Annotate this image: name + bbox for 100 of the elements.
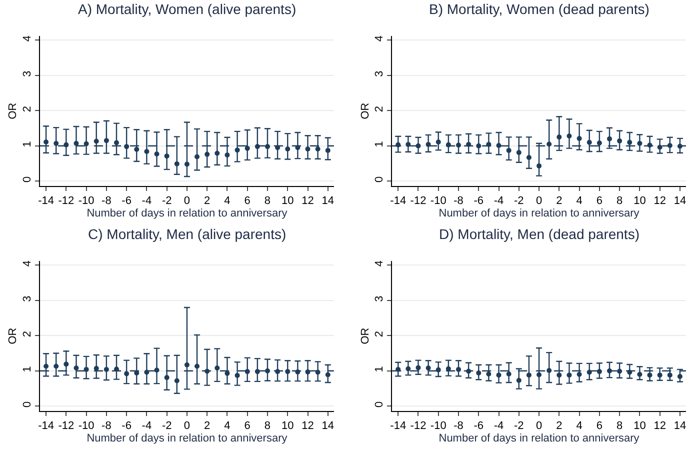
x-tick-label: -4 [494, 195, 504, 208]
point [144, 148, 150, 154]
x-tick-label: -6 [474, 420, 484, 432]
point [44, 364, 49, 369]
point [526, 154, 532, 160]
x-tick-label: 10 [282, 195, 294, 208]
point [506, 372, 512, 377]
point [194, 154, 200, 160]
point [677, 374, 682, 379]
point [456, 142, 462, 148]
x-tick-label: 2 [556, 195, 562, 208]
x-tick-label: 8 [264, 420, 271, 432]
point [657, 372, 662, 378]
point [114, 140, 119, 146]
point [617, 138, 622, 144]
x-tick-label: -12 [58, 420, 74, 432]
x-tick-label: -10 [78, 195, 94, 208]
y-tick-label: 3 [22, 296, 34, 302]
y-tick-label: 1 [374, 141, 386, 148]
point [586, 140, 592, 145]
x-tick-label: 2 [204, 195, 210, 208]
x-tick-label: 14 [322, 195, 334, 208]
point [214, 150, 220, 156]
chart-title: C) Mortality, Men (alive parents) [88, 226, 286, 242]
point [596, 140, 602, 146]
point [476, 370, 482, 376]
point [325, 148, 330, 153]
x-tick-label: -2 [514, 420, 524, 432]
y-tick-label: 4 [22, 260, 34, 267]
y-tick-label: 3 [374, 296, 386, 302]
point [647, 372, 652, 378]
point [64, 362, 69, 367]
x-tick-label: 8 [616, 195, 623, 208]
y-tick-label: 2 [374, 330, 386, 338]
point [406, 366, 411, 372]
chart-title: B) Mortality, Women (dead parents) [429, 1, 650, 17]
point [576, 372, 582, 377]
x-tick-label: -2 [162, 420, 172, 432]
point [496, 143, 502, 148]
point [476, 143, 482, 148]
point [264, 144, 270, 150]
point [536, 163, 542, 168]
point [617, 368, 622, 374]
x-tick-label: 10 [634, 195, 646, 208]
y-tick-label: 0 [22, 401, 34, 408]
y-tick-label: 4 [22, 36, 34, 42]
point [104, 138, 109, 144]
point [234, 148, 240, 153]
x-axis-title: Number of days in relation to anniversary [438, 207, 640, 220]
x-tick-label: 14 [674, 420, 686, 432]
y-axis-title: OR [359, 102, 372, 120]
x-tick-label: 6 [596, 420, 602, 432]
x-tick-label: -14 [390, 420, 406, 432]
point [576, 136, 582, 141]
x-tick-label: 12 [654, 195, 666, 208]
point [325, 372, 330, 378]
point [456, 366, 462, 372]
point [556, 134, 562, 140]
point [596, 369, 602, 374]
x-tick-label: 2 [204, 420, 210, 432]
x-tick-label: -12 [410, 195, 426, 208]
y-tick-label: 1 [374, 366, 386, 372]
x-tick-label: -2 [514, 195, 524, 208]
x-tick-label: 0 [184, 420, 190, 432]
y-tick-label: 0 [374, 176, 386, 182]
point [536, 372, 542, 378]
point [124, 371, 130, 376]
point [416, 365, 421, 370]
point [84, 366, 89, 372]
point [174, 161, 180, 166]
point [627, 140, 632, 145]
y-tick-label: 1 [22, 141, 34, 148]
point [154, 151, 160, 156]
point [566, 372, 572, 378]
point [124, 144, 130, 150]
x-tick-label: -8 [102, 420, 112, 432]
x-tick-label: 8 [264, 195, 271, 208]
x-tick-label: 12 [302, 420, 314, 432]
point [174, 378, 180, 384]
point [74, 366, 79, 371]
point [214, 366, 220, 371]
point [637, 140, 642, 146]
x-tick-label: 6 [596, 195, 602, 208]
point [607, 136, 612, 142]
x-tick-label: 6 [244, 420, 250, 432]
x-tick-label: -8 [454, 420, 464, 432]
chart-title: A) Mortality, Women (alive parents) [78, 1, 296, 17]
x-tick-label: -2 [162, 195, 172, 208]
point [84, 141, 89, 146]
x-tick-label: 4 [224, 195, 230, 208]
x-tick-label: -12 [410, 420, 426, 432]
point [546, 368, 552, 374]
point [94, 366, 99, 371]
point [234, 372, 240, 378]
point [104, 366, 109, 372]
x-axis-title: Number of days in relation to anniversary [438, 432, 640, 444]
point [566, 134, 572, 138]
point [244, 369, 250, 374]
point [496, 372, 502, 378]
point [486, 372, 492, 377]
